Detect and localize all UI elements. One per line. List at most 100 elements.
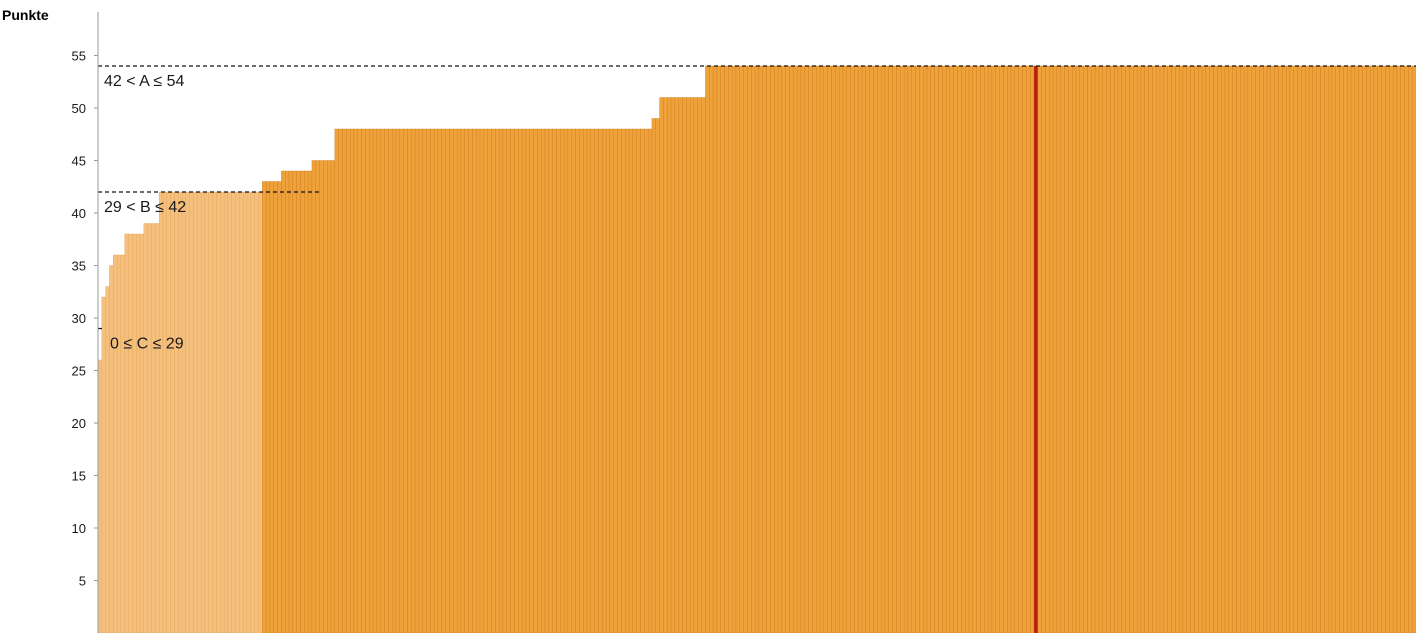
bar <box>682 97 687 633</box>
bar <box>124 233 129 633</box>
bar <box>972 65 977 633</box>
bar <box>980 65 985 633</box>
bar <box>189 191 194 633</box>
bar <box>246 191 252 633</box>
bar <box>835 65 840 633</box>
bar <box>858 65 863 633</box>
bar <box>441 128 446 633</box>
bar <box>533 128 538 633</box>
bar <box>479 128 485 633</box>
bar <box>1106 65 1111 633</box>
bar <box>1125 65 1130 633</box>
bar <box>693 97 699 633</box>
bar <box>491 128 496 633</box>
bar <box>579 128 584 633</box>
bar <box>789 65 794 633</box>
bar <box>720 65 725 633</box>
bar <box>1366 65 1371 633</box>
bar <box>854 65 859 633</box>
bar <box>716 65 721 633</box>
bar <box>307 170 313 633</box>
bar <box>1194 65 1199 633</box>
bar <box>1392 65 1398 633</box>
bar <box>869 65 874 633</box>
bar <box>1018 65 1023 633</box>
bar <box>1129 65 1134 633</box>
bar <box>151 223 156 633</box>
bar <box>391 128 397 633</box>
bar <box>1163 65 1168 633</box>
bar <box>934 65 939 633</box>
bar <box>155 223 160 633</box>
bar <box>242 191 248 633</box>
bar <box>1220 65 1226 633</box>
bar <box>1274 65 1279 633</box>
bar <box>957 65 962 633</box>
bar <box>476 128 481 633</box>
bar <box>838 65 844 633</box>
bar <box>1205 65 1210 633</box>
y-tick-label: 20 <box>72 416 86 431</box>
bar <box>850 65 855 633</box>
y-tick-label: 25 <box>72 364 86 379</box>
bar <box>605 128 611 633</box>
bar <box>1228 65 1233 633</box>
bar <box>1347 65 1352 633</box>
bar <box>170 191 175 633</box>
bar <box>636 128 641 633</box>
bar <box>1320 65 1325 633</box>
bar <box>537 128 542 633</box>
bar <box>1068 65 1073 633</box>
bar <box>430 128 435 633</box>
bar <box>422 128 427 633</box>
bar <box>315 160 320 633</box>
y-tick-label: 50 <box>72 101 86 116</box>
bar <box>705 65 710 633</box>
bar <box>525 128 530 633</box>
bar <box>235 191 240 633</box>
bar <box>250 191 255 633</box>
bar <box>659 97 664 633</box>
bar <box>846 65 851 633</box>
bar <box>739 65 744 633</box>
bar <box>437 128 443 633</box>
bar <box>1198 65 1203 633</box>
bar <box>1293 65 1298 633</box>
bar <box>1232 65 1237 633</box>
bar <box>239 191 244 633</box>
bar <box>277 181 282 633</box>
bar <box>1285 65 1291 633</box>
bar <box>1259 65 1264 633</box>
bar <box>1041 65 1046 633</box>
bar <box>1373 65 1379 633</box>
bar <box>514 128 519 633</box>
y-tick-label: 5 <box>79 574 86 589</box>
bar <box>774 65 779 633</box>
bar <box>1083 65 1088 633</box>
bar <box>1087 65 1092 633</box>
bar <box>464 128 469 633</box>
bar <box>793 65 798 633</box>
bar <box>330 160 336 633</box>
bar <box>1110 65 1115 633</box>
bar <box>495 128 500 633</box>
bar <box>735 65 741 633</box>
bar <box>1255 65 1260 633</box>
bar <box>357 128 362 633</box>
bar <box>1312 65 1317 633</box>
bar <box>388 128 393 633</box>
bar <box>518 128 523 633</box>
bar <box>594 128 599 633</box>
bar <box>609 128 614 633</box>
bar <box>590 128 595 633</box>
bar <box>1014 65 1019 633</box>
bar <box>1049 65 1054 633</box>
bar <box>758 65 763 633</box>
bar <box>1270 65 1275 633</box>
bar <box>915 65 920 633</box>
bar <box>434 128 439 633</box>
y-tick-label: 15 <box>72 469 86 484</box>
bar <box>323 160 328 633</box>
bar <box>861 65 867 633</box>
bar <box>942 65 947 633</box>
